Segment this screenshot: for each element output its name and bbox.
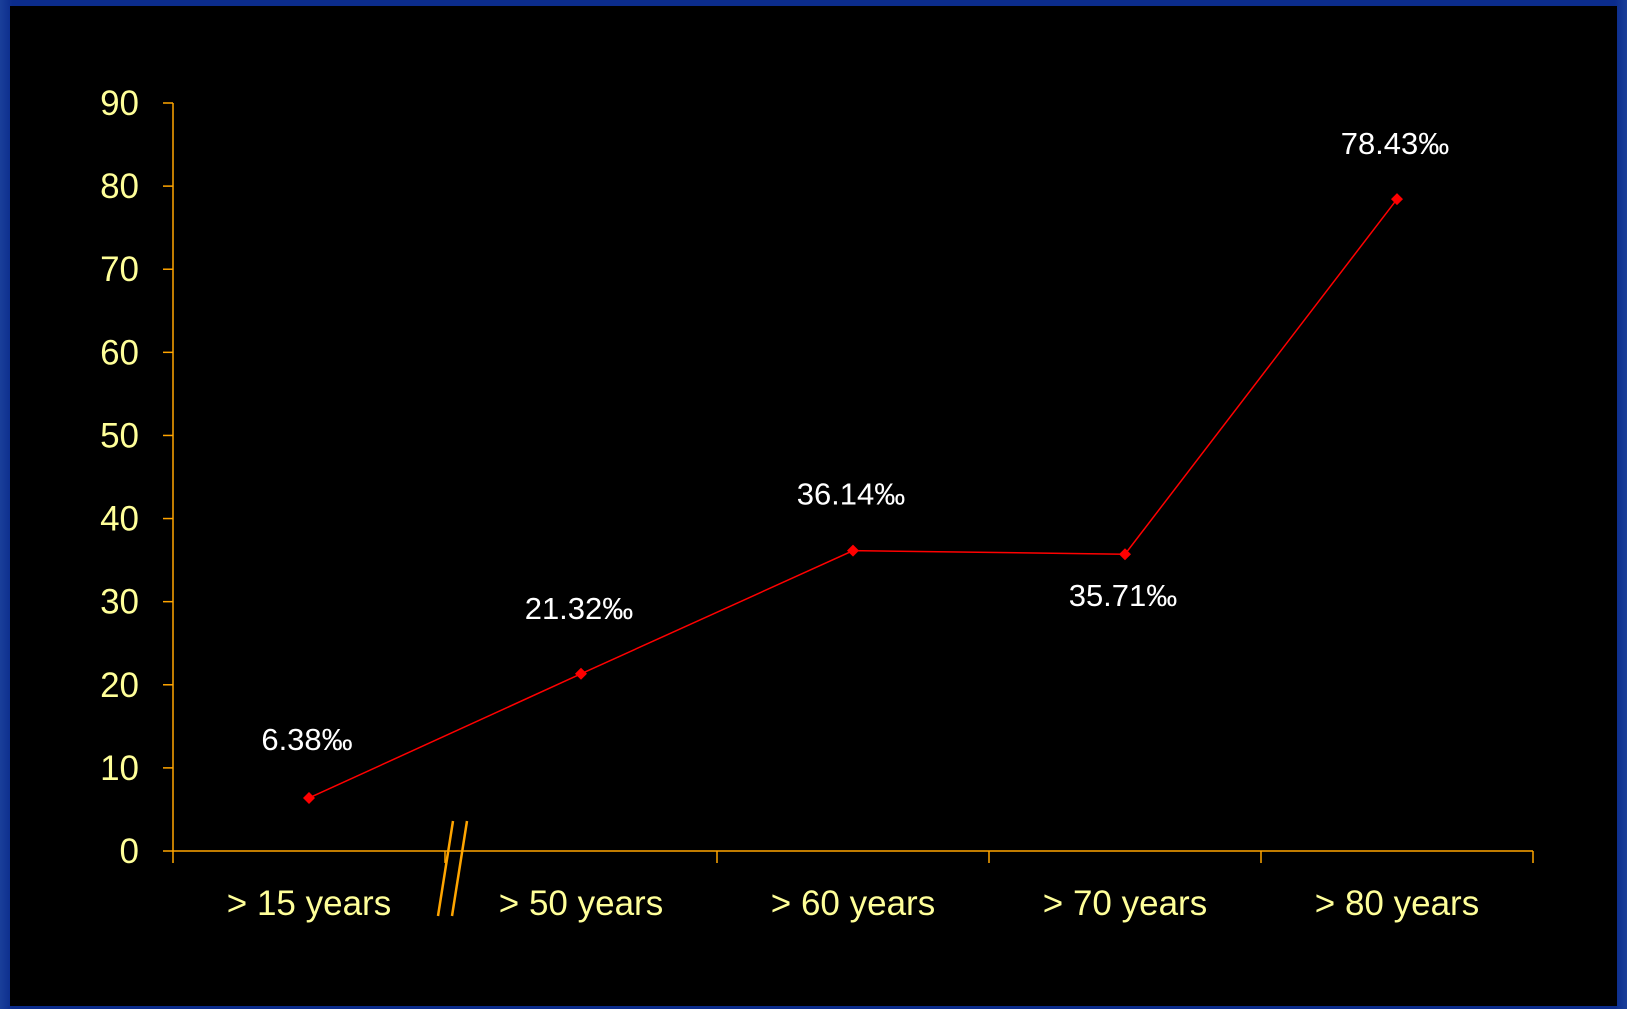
y-tick-label: 40 [100,500,139,539]
y-tick-label: 0 [120,832,139,871]
data-labels: 6.38‰ 21.32‰ 36.14‰ 35.71‰ 78.43‰ [261,126,1449,757]
x-tick-label: > 80 years [1315,884,1479,923]
data-label: 35.71‰ [1069,578,1178,613]
x-axis: > 15 years > 50 years > 60 years > 70 years… [172,820,1534,923]
y-tick-label: 20 [100,666,139,705]
x-tick-label: > 60 years [771,884,935,923]
data-label: 36.14‰ [797,477,906,512]
data-point-marker [303,791,315,804]
x-tick-label: > 50 years [499,884,663,923]
axis-break-mark [436,820,469,917]
y-axis: 0 10 20 30 40 50 60 70 80 90 [100,84,174,871]
x-tick-label: > 15 years [227,884,391,923]
data-point-marker [847,544,859,557]
y-tick-label: 60 [100,333,139,372]
y-tick-label: 90 [100,84,139,123]
data-label: 21.32‰ [525,591,634,626]
data-label: 78.43‰ [1341,126,1450,161]
y-tick-label: 80 [100,167,139,206]
y-tick-label: 30 [100,583,139,622]
data-point-marker [1391,193,1403,206]
x-tick-label: > 70 years [1043,884,1207,923]
series [303,193,1403,804]
chart-slide [10,6,1617,1006]
data-point-marker [1119,548,1131,561]
data-point-marker [575,667,587,680]
y-tick-label: 70 [100,250,139,289]
data-label: 6.38‰ [261,722,352,757]
y-tick-label: 10 [100,749,139,788]
y-tick-label: 50 [100,416,139,455]
